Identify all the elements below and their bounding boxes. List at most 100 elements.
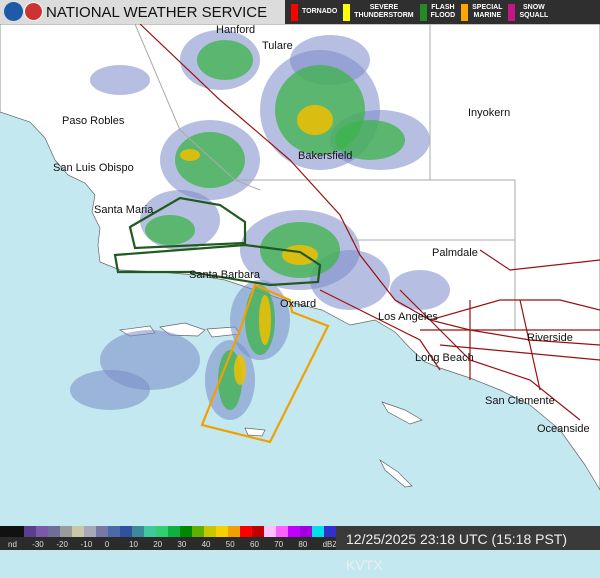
scale-tick: 40	[201, 540, 211, 549]
scale-tick: 0	[104, 540, 110, 549]
city-label: Palmdale	[432, 247, 478, 259]
scale-tick: 60	[250, 540, 259, 549]
scale-swatch	[84, 526, 96, 537]
scale-swatch	[204, 526, 216, 537]
city-label: Inyokern	[468, 107, 511, 119]
scale-swatch	[24, 526, 36, 537]
radar-echo	[259, 295, 271, 345]
nws-logo	[24, 2, 43, 21]
scale-swatch	[264, 526, 276, 537]
legend-item: FLASH FLOOD	[419, 3, 456, 21]
city-label: Bakersfield	[298, 150, 353, 162]
legend-item: SPECIAL MARINE	[461, 3, 503, 21]
highways	[139, 24, 600, 421]
legend-item: SNOW SQUALL	[508, 3, 549, 21]
radar-echo	[335, 120, 405, 160]
city-label: Santa Maria	[94, 204, 154, 216]
scale-swatch	[300, 526, 312, 537]
legend-label: FLASH FLOOD	[430, 4, 456, 19]
scale-swatch	[312, 526, 324, 537]
radar-echo	[197, 40, 253, 80]
scale-swatch	[108, 526, 120, 537]
scale-tick: 30	[177, 540, 187, 549]
scale-swatch	[276, 526, 288, 537]
scale-swatch	[12, 526, 24, 537]
scale-color-bar	[0, 526, 336, 537]
legend-swatch	[461, 3, 469, 21]
scale-swatch	[288, 526, 300, 537]
city-label: Santa Barbara	[189, 269, 260, 281]
scale-swatch	[0, 526, 12, 537]
radar-map[interactable]	[0, 24, 600, 526]
flash-flood-polygon	[128, 196, 247, 250]
scale-swatch	[252, 526, 264, 537]
scale-swatch	[228, 526, 240, 537]
scale-tick: dBZ	[322, 540, 338, 549]
radar-echo	[70, 370, 150, 410]
scale-tick: -20	[56, 540, 68, 549]
city-label: Riverside	[527, 332, 573, 344]
city-label: Hanford	[216, 24, 256, 36]
timestamp-station: 12/25/2025 23:18 UTC (15:18 PST) KVTX	[336, 526, 600, 573]
islands	[118, 322, 423, 488]
special-marine-polygon	[200, 283, 330, 444]
legend-label: SNOW SQUALL	[519, 4, 549, 19]
radar-echo	[175, 132, 245, 188]
radar-echo	[90, 65, 150, 95]
reflectivity-scale: nd -30 -20 -10 0 10 20 30 40 50 60 70 80 dBZ	[0, 526, 338, 550]
radar-echo	[282, 245, 318, 265]
scale-swatch	[240, 526, 252, 537]
legend-swatch	[508, 3, 516, 21]
county-lines	[134, 24, 516, 330]
scale-tick: 50	[225, 540, 235, 549]
legend-item: TORNADO	[291, 3, 338, 21]
legend-swatch	[419, 3, 427, 21]
scale-swatch	[144, 526, 156, 537]
warnings-legend: TORNADO SEVERE THUNDERSTORM FLASH FLOOD SPE…	[285, 0, 600, 24]
scale-ticks: nd -30 -20 -10 0 10 20 30 40 50 60 70 80 dBZ	[0, 537, 338, 550]
scale-tick: 80	[298, 540, 308, 549]
legend-label: SEVERE THUNDERSTORM	[354, 4, 414, 19]
radar-echo	[180, 149, 200, 161]
scale-tick: nd	[8, 540, 17, 549]
flash-flood-polygon	[113, 243, 322, 287]
page-title: NATIONAL WEATHER SERVICE	[46, 4, 268, 21]
scale-tick: 20	[153, 540, 163, 549]
scale-swatch	[48, 526, 60, 537]
radar-echo	[145, 215, 195, 245]
scale-swatch	[324, 526, 336, 537]
scale-swatch	[96, 526, 108, 537]
scale-swatch	[72, 526, 84, 537]
warning-polygons	[113, 196, 330, 444]
scale-swatch	[216, 526, 228, 537]
legend-label: SPECIAL MARINE	[472, 4, 503, 19]
city-label: Paso Robles	[62, 115, 125, 127]
radar-echoes	[70, 30, 450, 420]
legend-item: SEVERE THUNDERSTORM	[343, 3, 414, 21]
legend-label: TORNADO	[302, 8, 338, 15]
scale-tick: 10	[129, 540, 138, 549]
city-label: Tulare	[262, 40, 293, 52]
scale-swatch	[168, 526, 180, 537]
scale-swatch	[192, 526, 204, 537]
scale-swatch	[120, 526, 132, 537]
radar-echo	[390, 270, 450, 310]
city-label: Los Angeles	[378, 311, 438, 323]
noaa-logo	[4, 2, 23, 21]
legend-swatch	[343, 3, 351, 21]
scale-swatch	[156, 526, 168, 537]
city-label: Long Beach	[415, 352, 474, 364]
radar-echo	[297, 105, 333, 135]
scale-tick: -30	[32, 540, 44, 549]
city-label: Oxnard	[280, 298, 317, 310]
scale-tick: 70	[274, 540, 284, 549]
legend-swatch	[291, 3, 298, 21]
header-bar: NATIONAL WEATHER SERVICE TORNADO SEVERE T…	[0, 0, 600, 24]
city-label: Oceanside	[537, 423, 590, 435]
radar-echo	[234, 355, 246, 385]
scale-swatch	[180, 526, 192, 537]
city-label: San Luis Obispo	[53, 162, 134, 174]
city-label: San Clemente	[485, 395, 555, 407]
scale-swatch	[60, 526, 72, 537]
scale-swatch	[36, 526, 48, 537]
